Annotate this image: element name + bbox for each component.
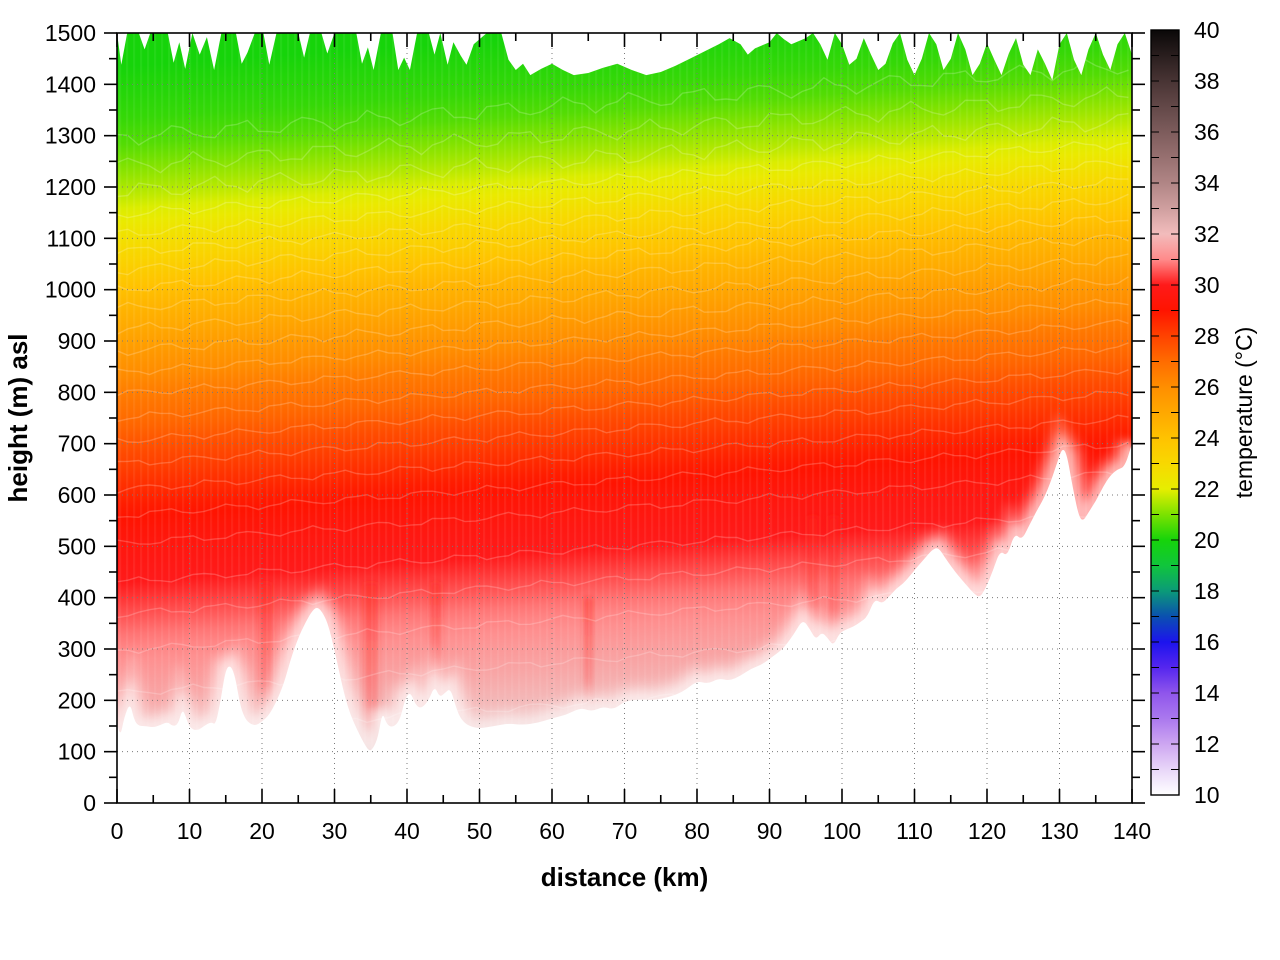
y-tick-label: 600 bbox=[58, 482, 96, 508]
colorbar-tick-label: 16 bbox=[1194, 629, 1220, 655]
x-tick-label: 90 bbox=[757, 818, 783, 844]
y-tick-label: 1000 bbox=[45, 277, 96, 303]
y-tick-label: 1400 bbox=[45, 71, 96, 97]
colorbar-tick-label: 22 bbox=[1194, 476, 1220, 502]
colorbar-tick-label: 10 bbox=[1194, 782, 1220, 808]
x-tick-label: 70 bbox=[612, 818, 638, 844]
axis-labels: 0 10 20 30 40 50 60 70 80 90 100 110 120 130 140010020… bbox=[3, 20, 1151, 892]
colorbar-tick-label: 40 bbox=[1194, 17, 1220, 43]
x-tick-label: 10 bbox=[177, 818, 203, 844]
grid bbox=[117, 33, 1132, 803]
y-tick-label: 1300 bbox=[45, 123, 96, 149]
colorbar: 10 12 14 16 18 20 22 24 26 28 30 32 34 36 38 40 temperat… bbox=[1150, 17, 1257, 808]
axis-ticks bbox=[104, 32, 1145, 804]
y-tick-label: 800 bbox=[58, 379, 96, 405]
x-tick-label: 40 bbox=[394, 818, 420, 844]
x-tick-label: 50 bbox=[467, 818, 493, 844]
colorbar-tick-label: 34 bbox=[1194, 170, 1220, 196]
x-tick-label: 120 bbox=[968, 818, 1006, 844]
colorbar-tick-label: 36 bbox=[1194, 119, 1220, 145]
x-tick-label: 110 bbox=[896, 818, 933, 844]
colorbar-tick-label: 14 bbox=[1194, 680, 1220, 706]
colorbar-tick-label: 38 bbox=[1194, 68, 1220, 94]
x-tick-label: 100 bbox=[823, 818, 861, 844]
colorbar-tick-label: 18 bbox=[1194, 578, 1220, 604]
x-tick-label: 30 bbox=[322, 818, 348, 844]
y-tick-label: 900 bbox=[58, 328, 96, 354]
y-tick-label: 100 bbox=[58, 739, 96, 765]
y-tick-label: 300 bbox=[58, 636, 96, 662]
colorbar-tick-label: 28 bbox=[1194, 323, 1220, 349]
x-tick-label: 140 bbox=[1113, 818, 1151, 844]
colorbar-tick-label: 24 bbox=[1194, 425, 1220, 451]
x-tick-label: 80 bbox=[684, 818, 710, 844]
colorbar-tick-label: 32 bbox=[1194, 221, 1220, 247]
x-axis-title: distance (km) bbox=[541, 862, 709, 892]
x-tick-label: 130 bbox=[1040, 818, 1078, 844]
y-tick-label: 200 bbox=[58, 687, 96, 713]
x-tick-label: 60 bbox=[539, 818, 565, 844]
y-tick-label: 500 bbox=[58, 533, 96, 559]
colorbar-tick-label: 20 bbox=[1194, 527, 1220, 553]
colorbar-tick-label: 12 bbox=[1194, 731, 1220, 757]
y-tick-label: 0 bbox=[83, 790, 96, 816]
colorbar-tick-label: 26 bbox=[1194, 374, 1220, 400]
x-tick-label: 0 bbox=[111, 818, 124, 844]
y-tick-label: 1100 bbox=[47, 225, 96, 251]
colorbar-tick-label: 30 bbox=[1194, 272, 1220, 298]
y-tick-label: 1500 bbox=[45, 20, 96, 46]
x-tick-label: 20 bbox=[249, 818, 275, 844]
y-tick-label: 1200 bbox=[45, 174, 96, 200]
y-tick-label: 700 bbox=[58, 431, 96, 457]
colorbar-title: temperature (°C) bbox=[1231, 327, 1257, 499]
y-axis-title: height (m) asl bbox=[3, 333, 33, 502]
y-tick-label: 400 bbox=[58, 585, 96, 611]
